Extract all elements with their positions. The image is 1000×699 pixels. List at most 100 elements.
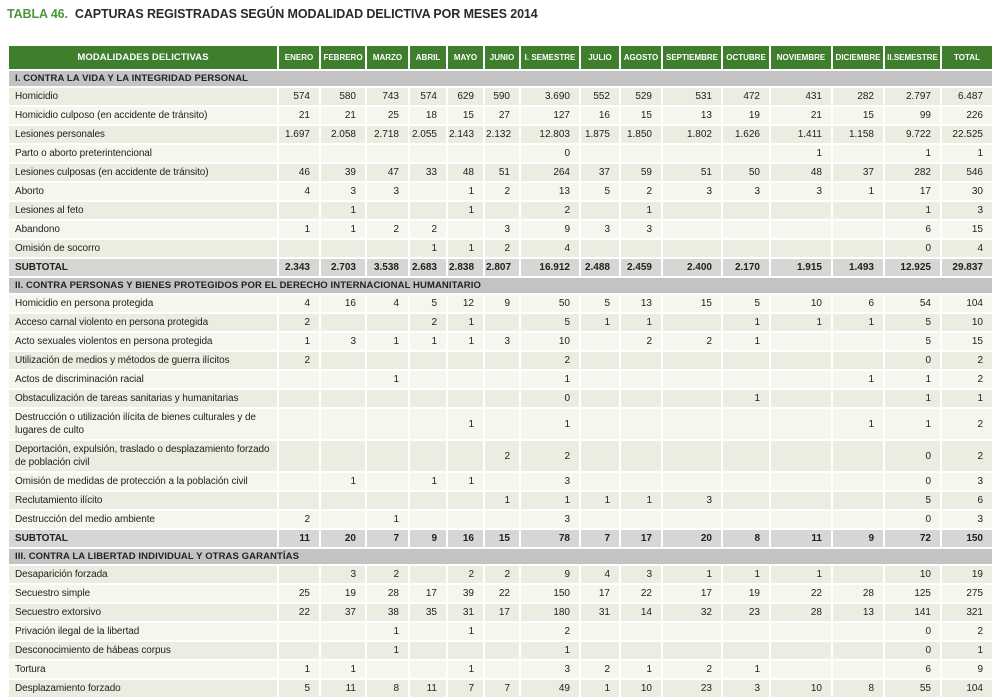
value-cell (410, 623, 446, 640)
table-row: Abandono 1 1 2 2 3 9 3 3 6 15 (9, 221, 992, 238)
value-cell: 2 (942, 441, 992, 471)
value-cell: 7 (485, 680, 519, 697)
value-cell (771, 511, 831, 528)
value-cell: 22 (279, 604, 319, 621)
value-cell: 17 (410, 585, 446, 602)
table-row: Parto o aborto preterintencional 0 1 1 1 (9, 145, 992, 162)
value-cell: 59 (621, 164, 661, 181)
value-cell: 5 (521, 314, 579, 331)
value-cell (321, 511, 365, 528)
value-cell: 590 (485, 88, 519, 105)
section-row: II. CONTRA PERSONAS Y BIENES PROTEGIDOS … (9, 278, 992, 293)
value-cell: 1 (367, 371, 408, 388)
value-cell: 2 (942, 352, 992, 369)
value-cell (321, 390, 365, 407)
table-row: Obstaculización de tareas sanitarias y h… (9, 390, 992, 407)
value-cell (833, 623, 883, 640)
value-cell: 2 (521, 441, 579, 471)
subtotal-cell: 1.915 (771, 259, 831, 276)
value-cell: 21 (771, 107, 831, 124)
value-cell: 12 (448, 295, 483, 312)
column-header: I. SEMESTRE (521, 46, 579, 69)
value-cell: 8 (833, 680, 883, 697)
value-cell (410, 371, 446, 388)
value-cell: 5 (885, 333, 940, 350)
value-cell (581, 511, 619, 528)
value-cell: 3 (771, 183, 831, 200)
row-label: Destrucción del medio ambiente (9, 511, 277, 528)
row-label: Desconocimiento de hábeas corpus (9, 642, 277, 659)
value-cell (367, 492, 408, 509)
subtotal-cell: 12.925 (885, 259, 940, 276)
row-label: Utilización de medios y métodos de guerr… (9, 352, 277, 369)
table-row: Omisión de socorro 1 1 2 4 0 4 (9, 240, 992, 257)
value-cell (771, 371, 831, 388)
value-cell: 55 (885, 680, 940, 697)
row-label: Lesiones personales (9, 126, 277, 143)
value-cell: 2 (521, 202, 579, 219)
value-cell (321, 371, 365, 388)
value-cell (771, 390, 831, 407)
value-cell: 50 (723, 164, 769, 181)
value-cell (833, 202, 883, 219)
value-cell: 51 (663, 164, 721, 181)
value-cell (581, 145, 619, 162)
value-cell (771, 352, 831, 369)
value-cell: 1 (448, 623, 483, 640)
table-row: Desaparición forzada 3 2 2 2 9 4 3 1 1 1 10 19 (9, 566, 992, 583)
value-cell: 529 (621, 88, 661, 105)
value-cell (581, 371, 619, 388)
value-cell: 99 (885, 107, 940, 124)
value-cell: 21 (279, 107, 319, 124)
value-cell: 1 (367, 642, 408, 659)
value-cell: 1 (771, 566, 831, 583)
subtotal-cell: 15 (485, 530, 519, 547)
value-cell: 51 (485, 164, 519, 181)
value-cell: 546 (942, 164, 992, 181)
value-cell: 1 (367, 333, 408, 350)
value-cell: 1 (723, 390, 769, 407)
value-cell (410, 661, 446, 678)
value-cell: 2.143 (448, 126, 483, 143)
value-cell: 1 (485, 492, 519, 509)
row-label: Actos de discriminación racial (9, 371, 277, 388)
section-header: III. CONTRA LA LIBERTAD INDIVIDUAL Y OTR… (9, 549, 992, 564)
value-cell: 2.058 (321, 126, 365, 143)
value-cell: 19 (321, 585, 365, 602)
value-cell: 2 (663, 661, 721, 678)
value-cell (621, 240, 661, 257)
value-cell: 1 (885, 371, 940, 388)
value-cell: 2 (410, 314, 446, 331)
column-header: ABRIL (410, 46, 446, 69)
value-cell: 33 (410, 164, 446, 181)
value-cell: 5 (581, 295, 619, 312)
value-cell (833, 642, 883, 659)
value-cell: 37 (581, 164, 619, 181)
value-cell: 1 (621, 202, 661, 219)
column-header: JUNIO (485, 46, 519, 69)
value-cell: 4 (367, 295, 408, 312)
value-cell (279, 240, 319, 257)
value-cell (367, 409, 408, 439)
value-cell: 25 (279, 585, 319, 602)
row-label: Homicidio en persona protegida (9, 295, 277, 312)
value-cell (410, 642, 446, 659)
value-cell (621, 473, 661, 490)
value-cell (367, 390, 408, 407)
value-cell (581, 623, 619, 640)
value-cell: 25 (367, 107, 408, 124)
value-cell (723, 409, 769, 439)
value-cell: 1 (942, 642, 992, 659)
value-cell: 1.875 (581, 126, 619, 143)
value-cell: 2 (485, 566, 519, 583)
value-cell: 1 (521, 642, 579, 659)
value-cell (723, 492, 769, 509)
subtotal-cell: 2.703 (321, 259, 365, 276)
value-cell: 1 (663, 566, 721, 583)
subtotal-cell: 2.400 (663, 259, 721, 276)
value-cell: 0 (885, 240, 940, 257)
value-cell: 15 (448, 107, 483, 124)
value-cell: 5 (885, 492, 940, 509)
value-cell (321, 492, 365, 509)
value-cell: 1 (448, 661, 483, 678)
